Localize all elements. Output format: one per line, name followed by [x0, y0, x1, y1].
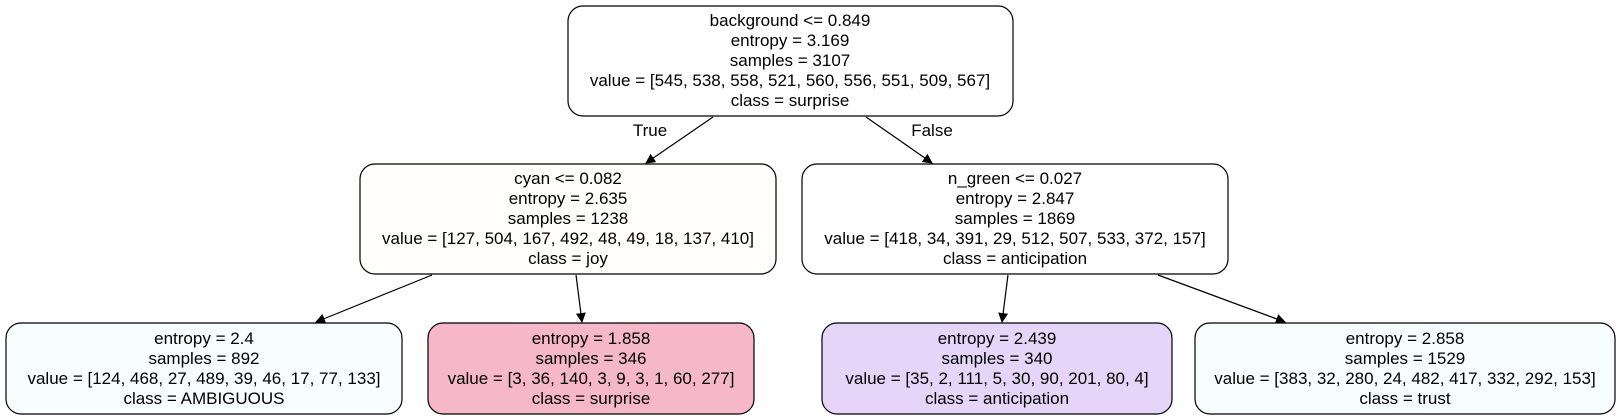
node-value: value = [418, 34, 391, 29, 512, 507, 533… — [824, 229, 1205, 248]
edge-right-rightleft — [998, 274, 1009, 323]
edge-root-right — [865, 116, 933, 164]
edge-left-leftleft — [315, 274, 433, 324]
edge-left-leftright — [575, 274, 586, 323]
node-entropy: entropy = 2.635 — [509, 189, 628, 208]
node-box — [427, 322, 755, 415]
node-samples: samples = 1869 — [955, 209, 1076, 228]
node-entropy: entropy = 3.169 — [731, 31, 850, 50]
node-value: value = [127, 504, 167, 492, 48, 49, 18,… — [382, 229, 754, 248]
edge-root-left — [645, 116, 714, 164]
node-class: class = anticipation — [943, 249, 1087, 268]
node-split-rule: background <= 0.849 — [710, 11, 871, 30]
node-class: class = anticipation — [925, 389, 1069, 408]
tree-edges — [315, 116, 1286, 324]
node-class: class = joy — [528, 249, 608, 268]
node-class: class = surprise — [731, 91, 850, 110]
node-samples: samples = 340 — [941, 349, 1052, 368]
node-value: value = [383, 32, 280, 24, 482, 417, 332… — [1214, 369, 1595, 388]
node-class: class = surprise — [532, 389, 651, 408]
node-box — [359, 163, 777, 275]
node-split-rule: n_green <= 0.027 — [948, 169, 1082, 188]
node-box — [801, 163, 1229, 275]
node-class: class = AMBIGUOUS — [123, 389, 284, 408]
edge-label-false: False — [911, 121, 953, 140]
edge-label-true: True — [633, 121, 667, 140]
tree-node-left-left: entropy = 2.4 samples = 892 value = [124… — [5, 322, 403, 415]
node-value: value = [545, 538, 558, 521, 560, 556, 5… — [590, 71, 990, 90]
node-class: class = trust — [1359, 389, 1450, 408]
node-entropy: entropy = 2.4 — [154, 329, 254, 348]
node-value: value = [124, 468, 27, 489, 39, 46, 17, … — [27, 369, 380, 388]
edge-right-rightright — [1157, 274, 1286, 324]
node-split-rule: cyan <= 0.082 — [514, 169, 622, 188]
node-samples: samples = 1529 — [1345, 349, 1466, 368]
node-entropy: entropy = 2.847 — [956, 189, 1075, 208]
node-box — [5, 322, 403, 415]
node-samples: samples = 3107 — [730, 51, 851, 70]
node-value: value = [35, 2, 111, 5, 30, 90, 201, 80,… — [845, 369, 1148, 388]
node-value: value = [3, 36, 140, 3, 9, 3, 1, 60, 277… — [448, 369, 735, 388]
tree-node-right-right: entropy = 2.858 samples = 1529 value = [… — [1194, 322, 1616, 415]
node-box — [821, 322, 1173, 415]
tree-node-right-left: entropy = 2.439 samples = 340 value = [3… — [821, 322, 1173, 415]
tree-node-root: background <= 0.849 entropy = 3.169 samp… — [567, 5, 1014, 117]
node-entropy: entropy = 2.858 — [1346, 329, 1465, 348]
tree-node-left: cyan <= 0.082 entropy = 2.635 samples = … — [359, 163, 777, 275]
tree-node-left-right: entropy = 1.858 samples = 346 value = [3… — [427, 322, 755, 415]
node-entropy: entropy = 2.439 — [938, 329, 1057, 348]
tree-node-right: n_green <= 0.027 entropy = 2.847 samples… — [801, 163, 1229, 275]
node-samples: samples = 892 — [148, 349, 259, 368]
node-samples: samples = 346 — [535, 349, 646, 368]
node-entropy: entropy = 1.858 — [532, 329, 651, 348]
node-box — [567, 5, 1014, 117]
node-box — [1194, 322, 1616, 415]
node-samples: samples = 1238 — [508, 209, 629, 228]
